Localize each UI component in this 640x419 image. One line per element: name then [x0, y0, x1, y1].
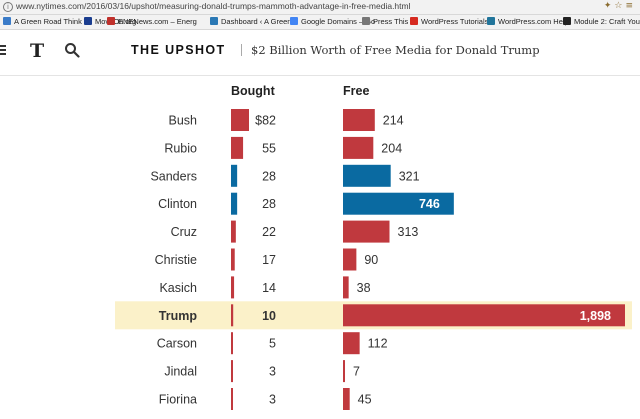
free-value-label: 204 — [381, 141, 402, 155]
free-bar — [343, 332, 360, 355]
bought-bar — [231, 248, 235, 271]
bookmark-item[interactable]: A Green Road Think T — [3, 17, 88, 26]
bought-value-label: 55 — [262, 141, 276, 155]
bought-value-label: 5 — [269, 337, 276, 351]
candidate-name: Trump — [159, 309, 198, 323]
free-bar — [343, 220, 390, 243]
column-header-free: Free — [343, 84, 369, 98]
bookmark-label: ENENews.com – Energ — [118, 17, 197, 26]
bought-value-label: 28 — [262, 169, 276, 183]
bookmark-item[interactable]: Press This — [362, 17, 408, 26]
bought-value-label: 10 — [262, 309, 276, 323]
free-value-label: 214 — [383, 114, 404, 128]
info-icon[interactable]: i — [3, 2, 13, 12]
bought-value-label: 14 — [262, 281, 276, 295]
bookmark-item[interactable]: Google Domains – Go — [290, 17, 375, 26]
bookmark-item[interactable]: Module 2: Craft Your — [563, 17, 640, 26]
extension-icons[interactable]: ✦☆≡ — [603, 1, 636, 11]
bookmarks-bar: A Green Road Think T MoveOn.org ENENews.co… — [0, 15, 640, 30]
free-bar — [343, 164, 391, 187]
bookmark-label: Press This — [373, 17, 409, 26]
free-value-label: 746 — [419, 197, 440, 211]
section-name[interactable]: THE UPSHOT — [131, 43, 226, 57]
bookmark-label: MoveOn.org — [95, 17, 137, 26]
bookmark-favicon-icon — [210, 17, 218, 25]
free-value-label: 321 — [399, 169, 420, 183]
candidate-name: Rubio — [164, 141, 197, 155]
free-bar — [343, 304, 625, 327]
bookmark-item[interactable]: WordPress.com Help — [487, 17, 569, 26]
media-chart: Bought Free Bush $82 214 Rubio 55 204 Sanders 28 3… — [115, 84, 632, 410]
bought-bar — [231, 220, 236, 243]
bought-bar — [231, 304, 234, 327]
bookmark-item[interactable]: Dashboard ‹ A Green — [210, 17, 291, 26]
candidate-name: Christie — [155, 253, 197, 267]
bookmark-favicon-icon — [107, 17, 115, 25]
menu-icon[interactable] — [0, 45, 6, 55]
bookmark-label: Module 2: Craft Your — [574, 17, 640, 26]
free-value-label: 45 — [358, 393, 372, 407]
bought-bar — [231, 276, 235, 299]
free-value-label: 38 — [357, 281, 371, 295]
bought-bar — [231, 192, 238, 215]
free-bar — [343, 248, 357, 271]
bought-value-label: 22 — [262, 225, 276, 239]
bookmark-favicon-icon — [290, 17, 298, 25]
bookmark-favicon-icon — [487, 17, 495, 25]
page-headline: $2 Billion Worth of Free Media for Donal… — [251, 43, 540, 57]
bought-bar — [231, 164, 238, 187]
candidate-name: Carson — [157, 337, 197, 351]
bought-value-label: 3 — [269, 365, 276, 379]
candidate-name: Clinton — [158, 197, 197, 211]
bookmark-favicon-icon — [84, 17, 92, 25]
column-header-bought: Bought — [231, 84, 276, 98]
bookmark-favicon-icon — [3, 17, 11, 25]
candidate-name: Kasich — [159, 281, 197, 295]
free-bar — [343, 388, 350, 410]
candidate-name: Fiorina — [159, 393, 197, 407]
bookmark-item[interactable]: MoveOn.org — [84, 17, 136, 26]
free-value-label: 7 — [353, 365, 360, 379]
bought-value-label: 28 — [262, 197, 276, 211]
bookmark-item[interactable]: WordPress Tutorials – — [410, 17, 495, 26]
header-rule — [0, 75, 640, 76]
free-bar — [343, 360, 345, 383]
free-bar — [343, 109, 375, 131]
bookmark-favicon-icon — [410, 17, 418, 25]
free-bar — [343, 192, 454, 215]
bought-value-label: $82 — [255, 114, 276, 128]
free-bar — [343, 136, 374, 159]
candidate-name: Bush — [169, 114, 198, 128]
bought-bar — [231, 388, 233, 410]
candidate-name: Sanders — [150, 169, 197, 183]
address-bar[interactable]: i www.nytimes.com/2016/03/16/upshot/meas… — [0, 0, 640, 15]
free-value-label: 1,898 — [580, 309, 611, 323]
bookmark-label: A Green Road Think T — [14, 17, 89, 26]
free-value-label: 90 — [364, 253, 378, 267]
search-icon[interactable] — [64, 42, 80, 58]
bought-bar — [231, 136, 244, 159]
bookmark-item[interactable]: ENENews.com – Energ — [107, 17, 197, 26]
bought-value-label: 3 — [269, 393, 276, 407]
bought-bar — [231, 360, 233, 383]
bookmark-label: WordPress.com Help — [498, 17, 569, 26]
bought-bar — [231, 109, 249, 131]
bookmark-favicon-icon — [362, 17, 370, 25]
free-bar — [343, 276, 349, 299]
bookmark-label: Dashboard ‹ A Green — [221, 17, 292, 26]
bought-value-label: 17 — [262, 253, 276, 267]
url-text[interactable]: www.nytimes.com/2016/03/16/upshot/measur… — [16, 1, 411, 11]
candidate-name: Jindal — [164, 365, 197, 379]
header-divider — [241, 44, 242, 56]
candidate-name: Cruz — [171, 225, 197, 239]
free-value-label: 313 — [398, 225, 419, 239]
bookmark-favicon-icon — [563, 17, 571, 25]
nyt-logo[interactable]: T — [30, 40, 45, 62]
bookmark-label: Google Domains – Go — [301, 17, 376, 26]
bookmark-label: WordPress Tutorials – — [421, 17, 495, 26]
free-value-label: 112 — [368, 337, 388, 351]
bought-bar — [231, 332, 233, 355]
